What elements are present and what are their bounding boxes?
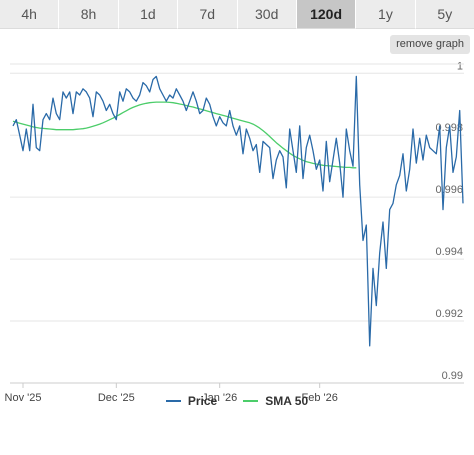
tab-120d[interactable]: 120d bbox=[296, 0, 357, 29]
tab-8h[interactable]: 8h bbox=[59, 0, 119, 29]
timeframe-tabs: 4h 8h 1d 7d 30d 120d 1y 5y bbox=[0, 0, 474, 30]
tab-5y[interactable]: 5y bbox=[415, 0, 474, 29]
x-tick-label: Nov '25 bbox=[5, 392, 42, 404]
legend-swatch-sma bbox=[243, 400, 259, 402]
x-tick-label: Jan '26 bbox=[202, 392, 237, 404]
y-tick-label: 1 bbox=[457, 60, 463, 72]
tab-4h[interactable]: 4h bbox=[0, 0, 60, 29]
y-tick-label: 0.994 bbox=[435, 246, 463, 258]
x-tick-label: Feb '26 bbox=[301, 392, 337, 404]
y-tick-label: 0.996 bbox=[435, 184, 463, 196]
tab-7d[interactable]: 7d bbox=[178, 0, 238, 29]
tab-1d[interactable]: 1d bbox=[118, 0, 179, 29]
y-tick-label: 0.99 bbox=[442, 370, 463, 382]
remove-graph-button[interactable]: remove graph bbox=[390, 35, 470, 54]
y-tick-label: 0.992 bbox=[435, 308, 463, 320]
x-tick-label: Dec '25 bbox=[98, 392, 135, 404]
chart-legend: Price SMA 50 bbox=[0, 393, 474, 409]
legend-item-price[interactable]: Price bbox=[165, 394, 218, 408]
legend-label-price: Price bbox=[187, 394, 218, 408]
legend-label-sma: SMA 50 bbox=[265, 394, 309, 408]
tab-30d[interactable]: 30d bbox=[237, 0, 297, 29]
price-series-line bbox=[12, 75, 464, 347]
legend-item-sma[interactable]: SMA 50 bbox=[243, 394, 308, 408]
tab-1y[interactable]: 1y bbox=[356, 0, 416, 29]
legend-swatch-price bbox=[165, 400, 181, 402]
